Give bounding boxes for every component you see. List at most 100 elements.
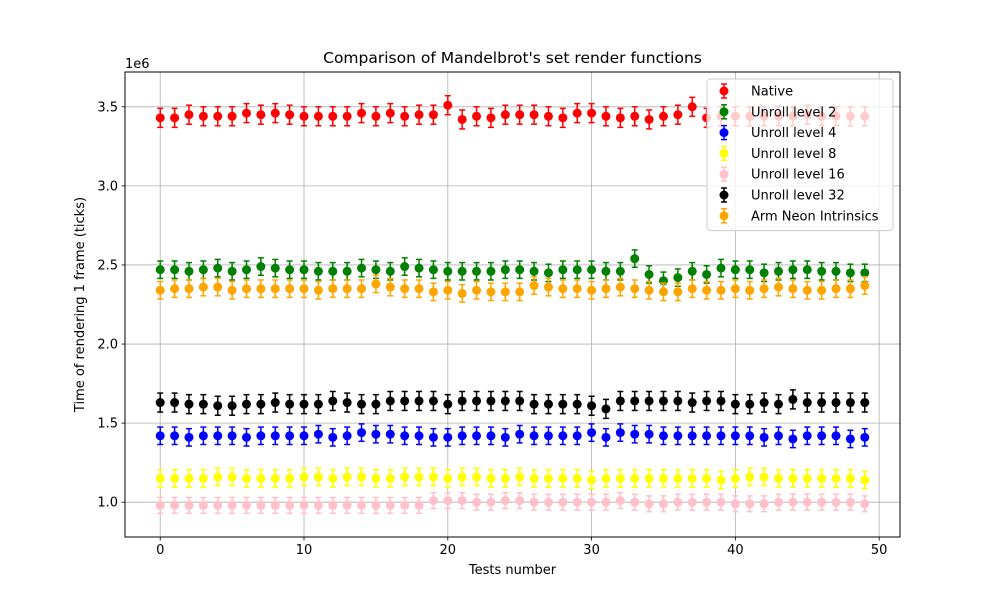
data-point [658, 396, 668, 406]
data-point [817, 431, 827, 441]
data-point [328, 396, 338, 406]
data-point [472, 396, 482, 406]
data-point [587, 497, 597, 507]
data-point [658, 431, 668, 441]
x-tick-label: 40 [727, 543, 744, 558]
data-point [644, 269, 654, 279]
data-point [601, 497, 611, 507]
data-point [170, 113, 180, 123]
data-point [558, 497, 568, 507]
data-point [702, 396, 712, 406]
data-point [443, 266, 453, 276]
data-point [774, 431, 784, 441]
data-point [687, 431, 697, 441]
data-point [241, 500, 251, 510]
data-point [270, 284, 280, 294]
data-point [299, 431, 309, 441]
data-point [285, 500, 295, 510]
data-point [860, 432, 870, 442]
data-point [529, 110, 539, 120]
data-point [601, 404, 611, 414]
legend-marker [719, 148, 729, 158]
data-point [845, 268, 855, 278]
data-point [644, 114, 654, 124]
data-point [644, 429, 654, 439]
data-point [831, 398, 841, 408]
data-point [313, 111, 323, 121]
legend-marker [719, 211, 729, 221]
data-point [802, 473, 812, 483]
data-point [529, 431, 539, 441]
chart-title: Comparison of Mandelbrot's set render fu… [323, 49, 702, 67]
data-point [227, 266, 237, 276]
data-point [730, 399, 740, 409]
data-point [184, 110, 194, 120]
data-point [543, 431, 553, 441]
data-point [241, 284, 251, 294]
data-point [788, 265, 798, 275]
data-point [702, 431, 712, 441]
data-point [342, 284, 352, 294]
data-point [443, 432, 453, 442]
series-5 [155, 389, 870, 420]
data-point [457, 396, 467, 406]
data-point [270, 108, 280, 118]
data-point [371, 473, 381, 483]
data-point [587, 475, 597, 485]
data-point [486, 473, 496, 483]
data-point [184, 284, 194, 294]
data-point [702, 269, 712, 279]
data-point [730, 473, 740, 483]
legend-label: Unroll level 4 [751, 126, 836, 141]
data-point [615, 496, 625, 506]
data-point [630, 497, 640, 507]
data-point [615, 282, 625, 292]
data-point [615, 396, 625, 406]
data-point [529, 497, 539, 507]
data-point [658, 111, 668, 121]
data-point [716, 396, 726, 406]
data-point [802, 265, 812, 275]
x-axis-label: Tests number [468, 563, 557, 578]
data-point [845, 434, 855, 444]
data-point [457, 472, 467, 482]
data-point [457, 496, 467, 506]
data-point [802, 398, 812, 408]
data-point [285, 265, 295, 275]
data-point [515, 396, 525, 406]
data-point [213, 472, 223, 482]
legend-label: Unroll level 8 [751, 147, 836, 162]
data-point [788, 473, 798, 483]
data-point [500, 473, 510, 483]
data-point [357, 472, 367, 482]
data-point [400, 262, 410, 272]
data-point [313, 500, 323, 510]
legend: Native Unroll level 2 Unroll level 4 Unroll… [706, 78, 894, 232]
data-point [227, 500, 237, 510]
series-4 [155, 491, 870, 515]
data-point [802, 285, 812, 295]
data-point [299, 111, 309, 121]
data-point [285, 399, 295, 409]
data-point [673, 431, 683, 441]
data-point [745, 399, 755, 409]
data-point [299, 472, 309, 482]
data-point [400, 396, 410, 406]
data-point [558, 284, 568, 294]
data-point [170, 473, 180, 483]
data-point [357, 263, 367, 273]
data-point [270, 398, 280, 408]
data-point [155, 398, 165, 408]
data-point [500, 496, 510, 506]
data-point [759, 268, 769, 278]
data-point [587, 428, 597, 438]
data-point [543, 473, 553, 483]
y-tick-label: 1.0 [97, 496, 118, 511]
y-tick-label: 3.5 [97, 100, 118, 115]
data-point [774, 266, 784, 276]
data-point [472, 497, 482, 507]
data-point [817, 285, 827, 295]
data-point [845, 473, 855, 483]
data-point [860, 398, 870, 408]
